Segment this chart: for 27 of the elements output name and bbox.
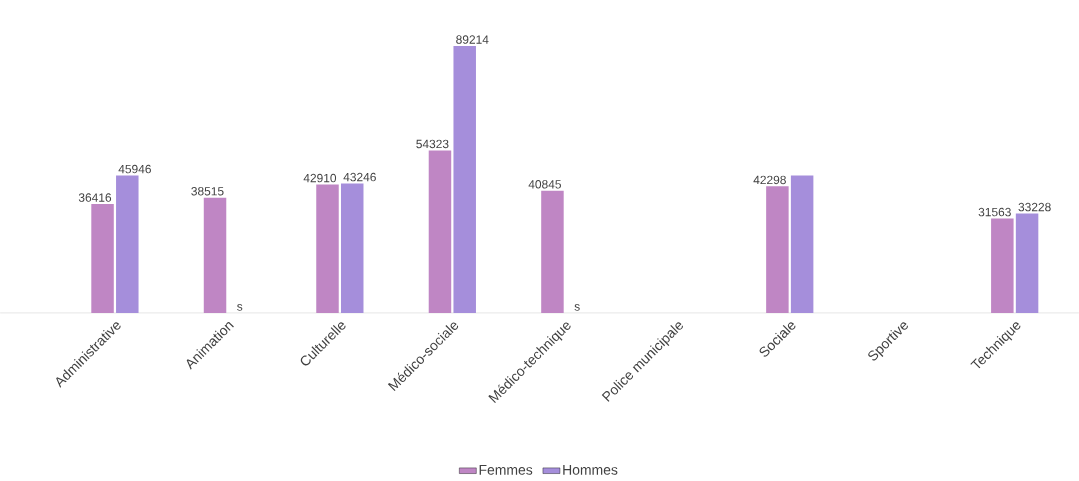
- legend-label: Femmes: [479, 465, 533, 475]
- text: s: [574, 304, 580, 311]
- bar: [428, 150, 452, 313]
- data-label: 89214: [456, 35, 489, 44]
- bar: [1015, 213, 1039, 313]
- data-label: 31563: [978, 207, 1011, 217]
- data-label: 54323: [416, 139, 449, 149]
- bar: [316, 184, 339, 313]
- data-label: 45946: [118, 164, 151, 174]
- legend-label: Hommes: [563, 465, 618, 475]
- data-label: 40845: [528, 180, 561, 189]
- bar: [991, 218, 1014, 313]
- data-label: 36416: [78, 193, 112, 202]
- bar: [766, 186, 789, 313]
- text: s: [237, 304, 243, 311]
- data-label: 43246: [343, 172, 376, 182]
- bar: [203, 197, 227, 313]
- bar: [116, 175, 139, 313]
- data-label: 38515: [191, 187, 224, 196]
- data-label: 42910: [303, 173, 337, 183]
- bar: [91, 204, 114, 313]
- bar: [340, 183, 364, 313]
- bar: [453, 46, 476, 313]
- data-label: 42298: [753, 175, 786, 185]
- bar: [541, 190, 564, 313]
- bar: [790, 175, 814, 313]
- data-label: 33228: [1018, 202, 1051, 212]
